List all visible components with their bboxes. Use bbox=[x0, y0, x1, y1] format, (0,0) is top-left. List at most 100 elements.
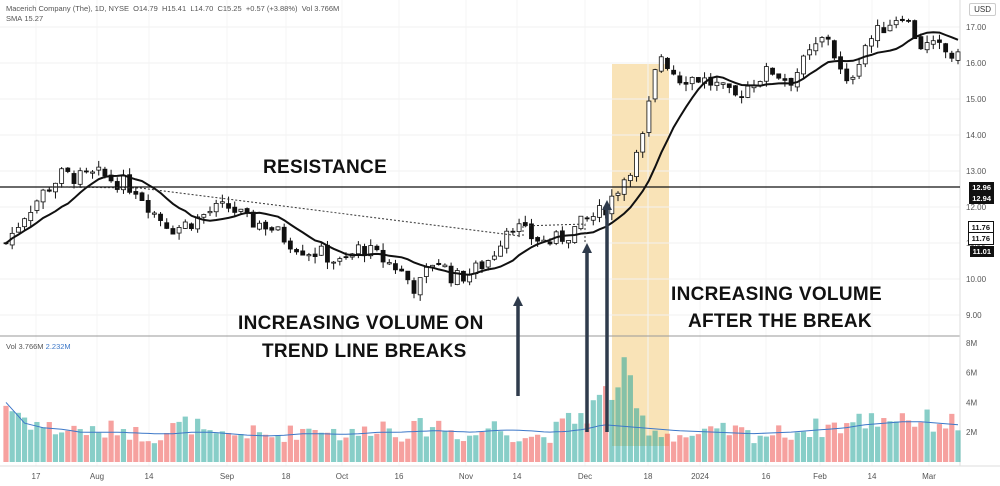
volume-bar bbox=[862, 428, 868, 462]
volume-bar bbox=[912, 426, 918, 462]
y-tick-label: 9.00 bbox=[966, 311, 982, 320]
candle bbox=[145, 194, 151, 219]
volume-bar bbox=[609, 399, 615, 462]
volume-bar bbox=[708, 426, 714, 462]
candle bbox=[924, 35, 930, 54]
volume-bar bbox=[844, 423, 850, 462]
candle bbox=[219, 194, 225, 208]
volume-bar bbox=[757, 435, 763, 462]
volume-bar bbox=[788, 439, 794, 462]
volume-bar bbox=[399, 441, 405, 462]
price-tag-1101: 11.01 bbox=[969, 246, 994, 257]
volume-bar bbox=[102, 437, 108, 462]
volume-bar bbox=[127, 439, 133, 462]
up-arrow bbox=[602, 200, 612, 432]
vol-tick-label: 6M bbox=[966, 369, 977, 378]
candle bbox=[386, 259, 392, 266]
volume-ma-value: 2.232M bbox=[45, 342, 71, 351]
candle bbox=[819, 36, 825, 48]
volume-bar bbox=[392, 437, 399, 462]
candle bbox=[454, 268, 460, 286]
volume-bar bbox=[380, 421, 386, 462]
candle bbox=[405, 270, 411, 285]
candle bbox=[776, 73, 782, 80]
x-tick-label: 14 bbox=[145, 472, 154, 481]
candle bbox=[158, 212, 163, 227]
symbol-name: Macerich Company (The), 1D, NYSE bbox=[6, 4, 129, 13]
candle bbox=[59, 167, 65, 188]
volume-bar bbox=[312, 429, 318, 462]
arrows bbox=[513, 200, 612, 432]
volume-bar bbox=[108, 420, 114, 462]
highlight-zone bbox=[612, 64, 669, 446]
x-tick-label: Aug bbox=[90, 472, 104, 481]
candle bbox=[77, 167, 83, 188]
volume-bar bbox=[813, 418, 819, 462]
volume-bar bbox=[417, 418, 423, 462]
candle bbox=[733, 85, 738, 97]
volume-bar bbox=[269, 437, 275, 462]
x-tick-label: 18 bbox=[644, 472, 653, 481]
candle bbox=[782, 73, 788, 87]
candle bbox=[207, 206, 213, 217]
volume-bar bbox=[714, 428, 720, 462]
volume-bar bbox=[238, 434, 244, 462]
volume-bar bbox=[893, 421, 899, 462]
volume-bar bbox=[565, 412, 572, 462]
candle bbox=[380, 243, 386, 268]
volume-bar bbox=[485, 428, 491, 462]
candle bbox=[590, 212, 596, 226]
candle bbox=[491, 251, 497, 261]
candle bbox=[566, 240, 571, 249]
candle bbox=[899, 15, 905, 23]
volume-bar bbox=[318, 432, 324, 462]
volume-bar bbox=[627, 375, 633, 462]
price-tag-1176-b: 11.76 bbox=[967, 232, 994, 245]
candle bbox=[90, 170, 95, 179]
candle bbox=[176, 224, 182, 240]
candle bbox=[83, 167, 89, 174]
candle bbox=[763, 62, 769, 87]
volume-bar bbox=[120, 429, 127, 462]
volume-bar bbox=[256, 432, 263, 462]
volume-bar bbox=[776, 425, 782, 462]
candle bbox=[306, 252, 312, 262]
trend-break-label-line1: INCREASING VOLUME ON bbox=[238, 313, 484, 334]
candle bbox=[22, 217, 27, 231]
candle bbox=[671, 65, 677, 76]
volume-bar bbox=[15, 412, 21, 462]
volume-bar bbox=[695, 434, 701, 462]
candle bbox=[121, 169, 126, 194]
volume-bar bbox=[176, 421, 182, 462]
change-value: +0.57 (+3.88%) bbox=[245, 4, 298, 13]
volume-bar bbox=[856, 413, 862, 462]
volume-bar bbox=[491, 421, 497, 462]
volume-bar bbox=[473, 435, 479, 462]
currency-button[interactable]: USD bbox=[969, 3, 996, 16]
candle bbox=[597, 199, 602, 223]
volume-bar bbox=[263, 434, 269, 462]
after-break-label-line1: INCREASING VOLUME bbox=[671, 284, 882, 305]
sma-value: 15.27 bbox=[24, 14, 44, 23]
x-tick-label: 16 bbox=[762, 472, 771, 481]
volume-bar bbox=[46, 422, 52, 462]
volume-bar bbox=[850, 422, 856, 462]
candle bbox=[201, 213, 207, 224]
candle bbox=[151, 210, 157, 218]
volume-bar bbox=[677, 435, 683, 462]
candle bbox=[906, 18, 911, 23]
candle bbox=[318, 243, 324, 256]
candle bbox=[838, 51, 843, 75]
candle bbox=[794, 68, 800, 92]
volume-bar bbox=[837, 433, 844, 462]
volume-bar bbox=[887, 421, 893, 462]
grid bbox=[0, 0, 960, 466]
volume-bar bbox=[423, 436, 429, 462]
volume-bar bbox=[368, 435, 374, 462]
volume-bar bbox=[868, 413, 875, 462]
candle bbox=[615, 191, 621, 202]
volume-bar bbox=[769, 435, 776, 462]
x-tick-label: 2024 bbox=[691, 472, 709, 481]
candle bbox=[856, 57, 862, 80]
symbol-header: Macerich Company (The), 1D, NYSE O14.79 … bbox=[6, 4, 340, 13]
